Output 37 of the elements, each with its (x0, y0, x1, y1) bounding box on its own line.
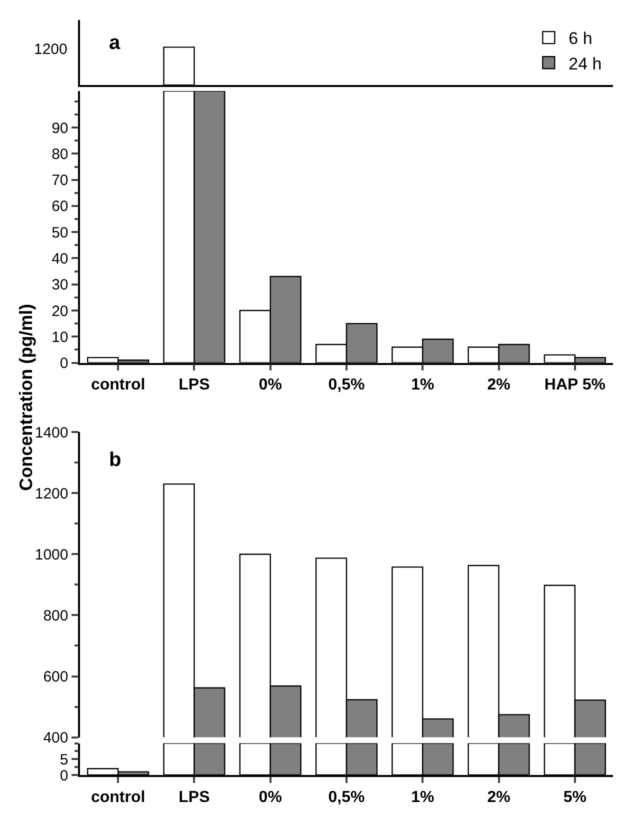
x-tick-label: LPS (178, 788, 210, 806)
text: b (109, 449, 122, 471)
x-tick-label: control (90, 788, 146, 806)
x-tick-label: 0% (258, 376, 282, 394)
y-tick-label: 0 (60, 767, 68, 784)
y-tick-label: 600 (43, 668, 68, 686)
x-tick-label: 1% (411, 376, 434, 394)
x-tick-label: 0,5% (328, 788, 365, 806)
chart-title: a (109, 32, 121, 54)
y-tick-label: 1400 (34, 424, 68, 442)
x-tick-label: control (90, 376, 146, 394)
x-tick-label: LPS (178, 376, 210, 394)
y-tick-label: 60 (52, 198, 68, 216)
y-tick-label: 20 (52, 302, 68, 320)
y-axis-title: Concentration (pg/ml) (16, 304, 36, 491)
y-tick-label: 0 (60, 355, 68, 372)
x-tick-label: 0,5% (328, 376, 365, 394)
y-tick-label: 40 (52, 250, 68, 268)
x-tick-label: 5% (563, 788, 586, 806)
y-tick-label: 90 (52, 120, 68, 137)
x-tick-label: 0% (258, 788, 282, 806)
y-tick-label: 70 (52, 172, 68, 190)
y-tick-label: 1200 (34, 485, 68, 502)
y-tick-label: 800 (43, 607, 68, 624)
legend-label: 24 h (568, 54, 602, 74)
y-tick-label: 400 (43, 730, 68, 746)
legend-label: 6 h (568, 29, 592, 48)
x-tick-label: HAP 5% (544, 376, 606, 394)
y-tick-label: 1000 (34, 546, 68, 564)
y-tick-label: 50 (52, 224, 68, 242)
y-tick-label: 5 (60, 751, 68, 768)
x-tick-label: 1% (411, 788, 434, 806)
x-tick-label: 2% (487, 788, 510, 806)
y-tick-label: 30 (52, 276, 68, 294)
y-tick-label: 80 (52, 146, 68, 163)
x-tick-label: 2% (487, 376, 510, 394)
y-tick-label: 10 (52, 328, 68, 346)
